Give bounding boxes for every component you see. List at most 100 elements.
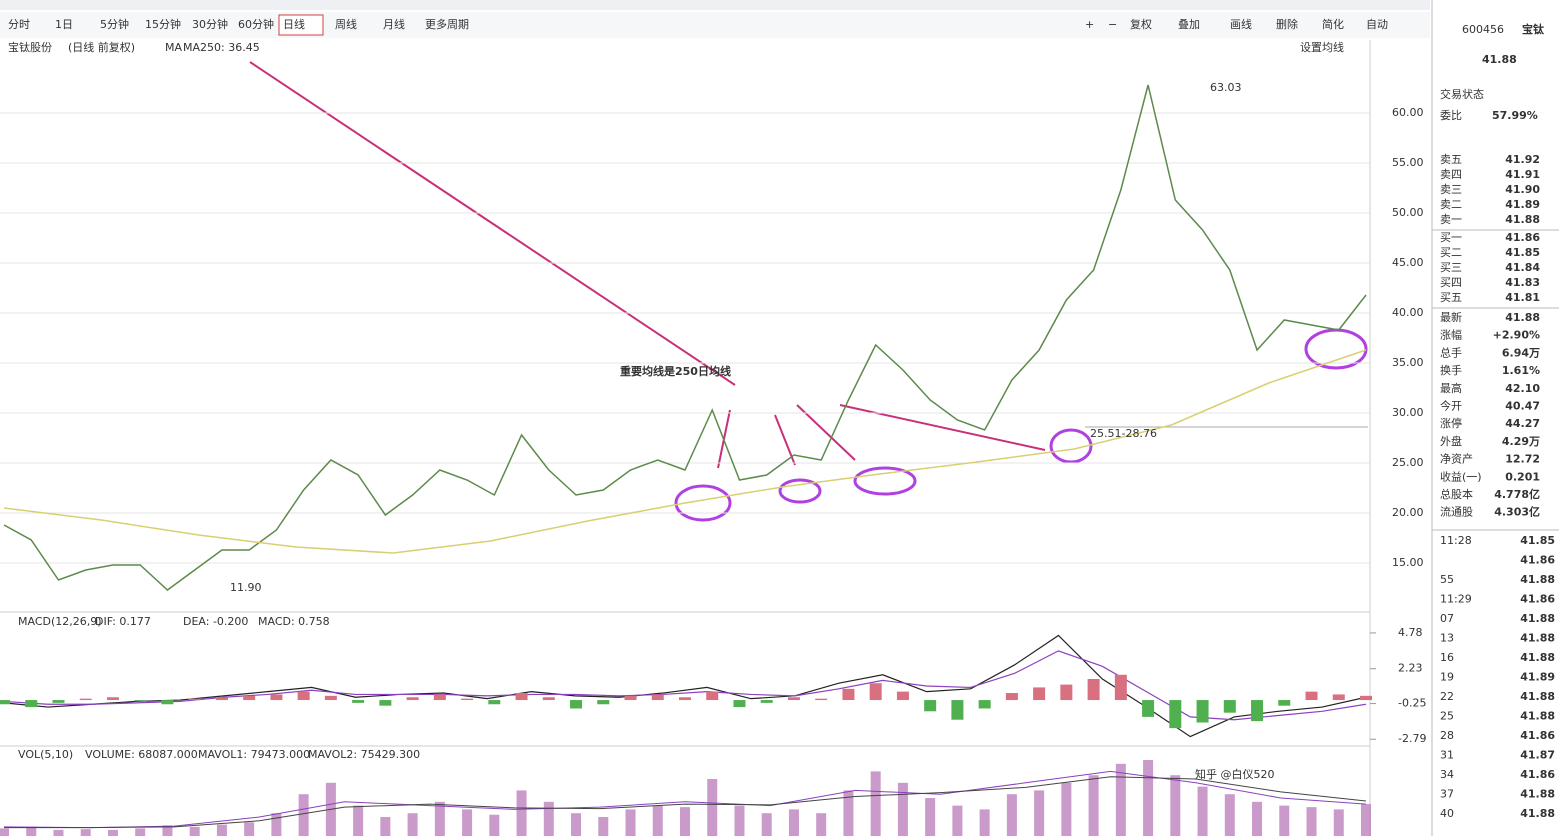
volume-bar bbox=[1306, 807, 1317, 836]
volume-bar bbox=[734, 805, 745, 836]
period-button[interactable]: 周线 bbox=[335, 17, 357, 31]
macd-bar bbox=[651, 694, 664, 701]
period-button[interactable]: 日线 bbox=[283, 17, 305, 31]
annotation: 25.51-28.76 bbox=[1090, 427, 1157, 440]
row-label: 买一 bbox=[1440, 231, 1462, 244]
row-label: 卖三 bbox=[1440, 183, 1462, 196]
trade-time: 25 bbox=[1440, 710, 1454, 723]
volume-bar bbox=[407, 813, 418, 836]
arrow bbox=[796, 404, 856, 461]
volume-bar bbox=[816, 813, 827, 836]
volume-bar bbox=[162, 825, 173, 836]
macd-bar bbox=[134, 700, 147, 702]
tool-button[interactable]: 画线 bbox=[1230, 17, 1252, 31]
volume-bar bbox=[1006, 794, 1017, 836]
volume-bar bbox=[1333, 809, 1344, 836]
tool-button[interactable]: 复权 bbox=[1130, 17, 1152, 31]
volume-bar bbox=[979, 809, 990, 836]
volume-bar bbox=[625, 809, 636, 836]
trade-price: 41.88 bbox=[1520, 690, 1555, 703]
arrow bbox=[249, 61, 736, 386]
chart-title: MACD(12,26,9) bbox=[18, 615, 102, 628]
period-button[interactable]: 分时 bbox=[8, 18, 30, 31]
tool-button[interactable]: + bbox=[1085, 18, 1094, 31]
chart-subtitle: (日线 前复权) bbox=[68, 40, 135, 54]
tool-button[interactable]: 叠加 bbox=[1178, 18, 1200, 31]
macd-bar bbox=[461, 698, 474, 701]
volume-bar bbox=[135, 828, 146, 836]
volume-bar bbox=[353, 805, 364, 836]
period-button[interactable]: 1日 bbox=[55, 18, 73, 31]
volume-bar bbox=[26, 826, 37, 836]
volume-bar bbox=[434, 801, 445, 836]
macd-bar bbox=[624, 695, 637, 701]
y-tick-label: 20.00 bbox=[1392, 506, 1424, 519]
row-label: 买三 bbox=[1440, 261, 1462, 274]
row-value: 41.88 bbox=[1505, 213, 1540, 226]
volume-bar bbox=[1279, 805, 1290, 836]
row-value: 41.88 bbox=[1505, 311, 1540, 324]
macd-bar bbox=[352, 700, 365, 703]
trade-price: 41.86 bbox=[1520, 554, 1555, 567]
macd-bar bbox=[1251, 700, 1264, 722]
row-value: 40.47 bbox=[1505, 400, 1540, 413]
tool-button[interactable]: − bbox=[1108, 18, 1117, 31]
trade-price: 41.88 bbox=[1520, 651, 1555, 664]
macd-bar bbox=[297, 691, 310, 701]
row-label: 今开 bbox=[1440, 399, 1462, 413]
macd-bar bbox=[515, 693, 528, 701]
y-tick-label: 4.78 bbox=[1398, 626, 1423, 639]
row-label: 卖五 bbox=[1440, 153, 1462, 166]
volume-bar bbox=[707, 779, 718, 836]
trade-time: 11:28 bbox=[1440, 534, 1472, 547]
macd-bar bbox=[1278, 700, 1291, 706]
tool-button[interactable]: 自动 bbox=[1366, 18, 1388, 31]
chart-title: 宝钛股份 bbox=[8, 40, 52, 54]
menu-bar bbox=[0, 0, 1430, 10]
tool-button[interactable]: 删除 bbox=[1276, 17, 1298, 31]
trade-time: 31 bbox=[1440, 749, 1454, 762]
trade-time: 37 bbox=[1440, 788, 1454, 801]
macd-bar bbox=[243, 695, 256, 701]
macd-bar bbox=[1087, 678, 1100, 701]
tool-button[interactable]: 简化 bbox=[1322, 17, 1344, 31]
volume-bar bbox=[1143, 760, 1154, 836]
macd-bar bbox=[379, 700, 392, 706]
volume-bar bbox=[843, 790, 854, 836]
volume-bar bbox=[925, 798, 936, 836]
row-label: 涨幅 bbox=[1440, 329, 1462, 342]
macd-bar bbox=[433, 694, 446, 701]
row-value: 41.86 bbox=[1505, 231, 1540, 244]
macd-bar bbox=[1305, 691, 1318, 701]
row-label: 买五 bbox=[1440, 291, 1462, 304]
period-button[interactable]: 更多周期 bbox=[425, 17, 469, 31]
indicator: MA bbox=[165, 41, 182, 54]
y-tick-label: 50.00 bbox=[1392, 206, 1424, 219]
row-value: 41.83 bbox=[1505, 276, 1540, 289]
row-label: 最新 bbox=[1440, 310, 1462, 324]
row-value: +2.90% bbox=[1493, 329, 1540, 342]
ratio-label: 委比 bbox=[1440, 109, 1462, 122]
volume-bar bbox=[53, 829, 64, 836]
row-label: 净资产 bbox=[1440, 452, 1473, 466]
row-label: 收益(一) bbox=[1440, 469, 1482, 483]
series-line bbox=[3, 349, 1367, 554]
macd-bar bbox=[760, 700, 773, 703]
period-button[interactable]: 60分钟 bbox=[238, 17, 274, 31]
macd-bar bbox=[869, 683, 882, 701]
macd-bar bbox=[406, 697, 419, 701]
annotation: 重要均线是250日均线 bbox=[620, 364, 731, 378]
trade-price: 41.86 bbox=[1520, 768, 1555, 781]
row-value: 41.91 bbox=[1505, 168, 1540, 181]
period-button[interactable]: 15分钟 bbox=[145, 17, 181, 31]
macd-bar bbox=[188, 698, 201, 701]
row-value: 1.61% bbox=[1502, 364, 1540, 377]
period-button[interactable]: 5分钟 bbox=[100, 17, 129, 31]
period-button[interactable]: 月线 bbox=[383, 17, 405, 31]
annotation: 63.03 bbox=[1210, 81, 1242, 94]
macd-bar bbox=[1142, 700, 1155, 717]
y-tick-label: 2.23 bbox=[1398, 662, 1423, 675]
volume-bar bbox=[788, 809, 799, 836]
period-button[interactable]: 30分钟 bbox=[192, 17, 228, 31]
trade-time: 16 bbox=[1440, 651, 1454, 664]
